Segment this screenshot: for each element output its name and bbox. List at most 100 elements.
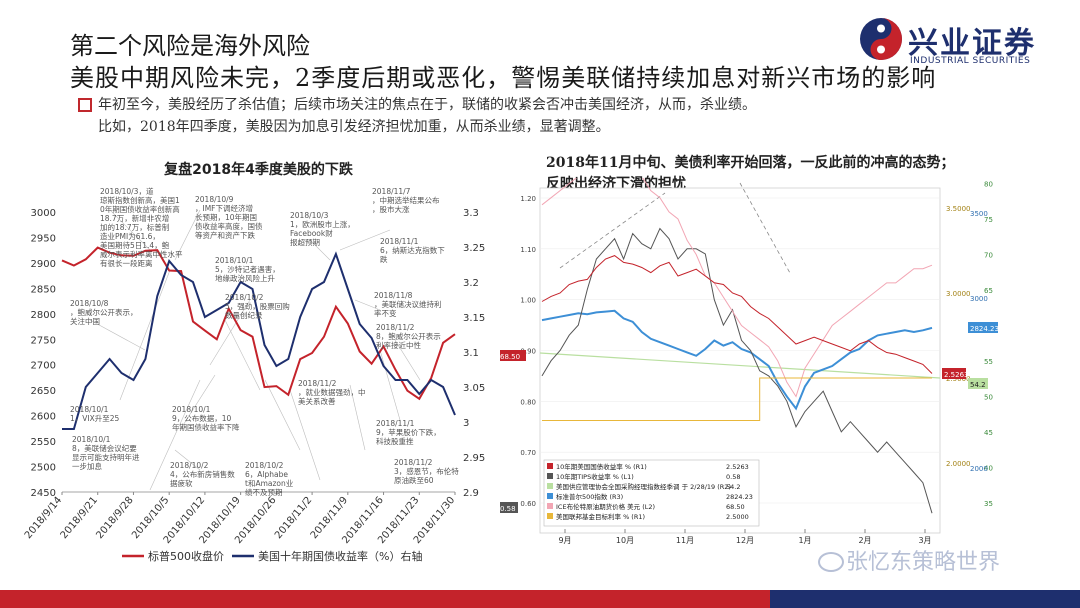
y-right2-tick-label: 35	[984, 500, 993, 508]
annotation-leader-3	[119, 269, 171, 401]
y-right-tick-label: 3.25	[463, 243, 485, 254]
y-left-tick-label: 2650	[31, 386, 56, 397]
y-right2-tick-label: 80	[984, 181, 993, 189]
body-text-line2: 比如，2018年四季度，美股因为加息引发经济担忧加重，从而杀业绩，显著调整。	[98, 119, 610, 135]
annotation-6: 2018/10/1 9，公布数据，10 年期国债收益率下降	[172, 405, 240, 432]
logo-sub-name: INDUSTRIAL SECURITIES	[910, 56, 1031, 66]
y-right1-tick-label: 3.5000	[946, 205, 971, 213]
annotation-leader-10	[349, 384, 366, 451]
y-left-tick-label: 2800	[31, 310, 56, 321]
y-left-tick-label: 0.90	[520, 348, 536, 356]
y-left-tick-label: 2850	[31, 284, 56, 295]
legend-label-1: 10年期TIPS收益率 % (L1)	[556, 472, 634, 481]
end-tag-pmi-bg	[968, 378, 988, 389]
annotation-leader-8	[224, 319, 261, 391]
bullet-square-icon	[78, 98, 92, 112]
end-tag-spx-bg	[968, 322, 998, 333]
series-line-2	[541, 178, 933, 398]
y-left-tick-label: 1.20	[520, 195, 536, 203]
y-right-tick-label: 3.15	[463, 313, 485, 324]
footer-bar	[0, 590, 1080, 608]
legend-value-0: 2.5263	[726, 463, 749, 471]
logo-brand-name: 兴业证券	[908, 26, 1036, 61]
chart-bloomberg-multi: 0.60 0.70 0.80 0.90 1.00 1.10 1.20 2.0000 2.5000…	[500, 178, 999, 548]
series-line-3	[541, 255, 933, 374]
legend-value-5: 2.5000	[726, 513, 749, 521]
body-text-line1: 年初至今，美股经历了杀估值；后续市场关注的焦点在于，联储的收紧会否冲击美国经济，…	[98, 97, 756, 113]
annotation-11: 2018/11/2 ，就业数据强劲，中美关系改善	[298, 379, 366, 406]
annotation-14: 2018/11/1 6，纳斯达克指数下跌	[380, 237, 445, 264]
annotation-2: 2018/10/8 ，鲍威尔公开表示，关注中国	[70, 299, 138, 326]
end-tag-yield: 2.5263	[944, 371, 969, 379]
legend-label-5: 美国联邦基金目标利率 % (R1)	[556, 512, 645, 521]
annotation-4: 2018/10/1 5，沙特记者遇害，地缘政治风险上升	[215, 256, 280, 283]
x-tick-label: 2月	[858, 536, 871, 545]
x-tick-label: 12月	[736, 536, 754, 545]
trend-arrow-down	[739, 182, 791, 274]
annotation-8: 2018/10/2 5，强劲，股票回购数量创纪录	[225, 293, 290, 320]
series-line-pmi	[539, 352, 941, 379]
legend-label-spx: 标普500收盘价	[148, 549, 224, 563]
y-right2-tick-label: 65	[984, 287, 993, 295]
company-logo: 兴业证券 INDUSTRIAL SECURITIES	[858, 16, 1068, 72]
annotation-leaders	[89, 209, 421, 491]
legend-label-2: 美国供应管理协会全国采购经理指数经季调 于 2/28/19 (R2)	[556, 482, 731, 491]
annotation-leader-13	[174, 449, 201, 471]
footer-red-stripe	[0, 590, 770, 608]
legend-label-0: 10年期美国国债收益率 % (R1)	[556, 462, 647, 471]
y-left-tick-label: 2550	[31, 437, 56, 448]
legend-swatch-3	[547, 493, 553, 499]
legend-swatch-4	[547, 503, 553, 509]
annotation-0: 2018/10/3，道琼斯指数创新高，美国1 0年期国债收益率创新高 18.7万，新…	[100, 186, 183, 268]
series-line-spx	[61, 246, 456, 401]
legend-value-1: 0.58	[726, 473, 740, 481]
x-tick-label: 1月	[798, 536, 811, 545]
annotation-1: 2018/10/9 ，IMF下调经济增长预期，10年期国债收益率高度，国债等资产和…	[195, 195, 263, 240]
slide-title-line2: 美股中期风险未完，2季度后期或恶化，警惕美联储持续加息对新兴市场的影响	[70, 64, 937, 92]
footer-blue-stripe	[770, 590, 1080, 608]
x-year-label: 2018	[681, 547, 699, 548]
y-left-tick-label: 3000	[31, 208, 56, 219]
annotation-12: 2018/11/7 ，中期选举结果公布，股市大涨	[372, 187, 440, 214]
y-right-tick-label: 2.9	[463, 488, 479, 499]
annotation-10: 2018/10/3 1，欧洲股市上涨， Facebook财报超预期	[290, 211, 355, 247]
x-tick-label: 11月	[676, 536, 694, 545]
y-left-tick-label: 2500	[31, 463, 56, 474]
slide-title-line1: 第二个风险是海外风险	[70, 32, 310, 60]
y-right1-tick-label: 2.0000	[946, 460, 971, 468]
y-right-tick-label: 3	[463, 418, 469, 429]
annotation-leader-12	[394, 339, 421, 381]
y-right2-tick-label: 55	[984, 358, 993, 366]
trend-arrow-up	[559, 192, 666, 269]
y-left-tick-label: 2450	[31, 488, 56, 499]
end-tag-yield-bg	[942, 368, 966, 379]
annotation-leader-16	[289, 389, 321, 481]
end-tag-tips-bg	[500, 502, 518, 513]
chart2-title-line1: 2018年11月中旬、美债利率开始回落，一反此前的冲高的态势；	[546, 155, 955, 171]
annotation-leader-7	[354, 299, 381, 311]
y-right2-tick-label: 75	[984, 216, 993, 224]
watermark-text: 张忆东策略世界	[846, 550, 1001, 575]
end-tag-tips: 0.58	[500, 505, 516, 513]
y-right-tick-label: 3.1	[463, 348, 479, 359]
y-left-tick-label: 1.00	[520, 297, 536, 305]
y-right2-tick-label: 45	[984, 429, 993, 437]
y-right-tick-label: 3.3	[463, 208, 479, 219]
series-line-1	[541, 227, 933, 514]
annotation-9: 2018/10/2 6，Alphabe t和Amazon业绩不及预期	[245, 461, 294, 497]
chart1-title: 复盘2018年4季度美股的下跌	[163, 161, 354, 178]
y-right3-tick-label: 3500	[970, 210, 988, 218]
wechat-icon	[818, 552, 844, 572]
y-right3-tick-label: 3000	[970, 295, 988, 303]
end-tag-brent: 68.50	[500, 353, 520, 361]
y-right2-tick-label: 40	[984, 465, 993, 473]
x-tick-label: 10月	[616, 536, 634, 545]
annotation-16: 2018/11/2 3，感恩节，布伦特原油跌至60	[394, 458, 459, 485]
y-left-tick-label: 2600	[31, 412, 56, 423]
legend-value-3: 2824.23	[726, 493, 753, 501]
series-line-treasury	[62, 251, 456, 430]
y-left-tick-label: 0.80	[520, 398, 536, 406]
y-left-tick-label: 2700	[31, 361, 56, 372]
y-left-tick-label: 2900	[31, 259, 56, 270]
legend-swatch-2	[547, 483, 553, 489]
